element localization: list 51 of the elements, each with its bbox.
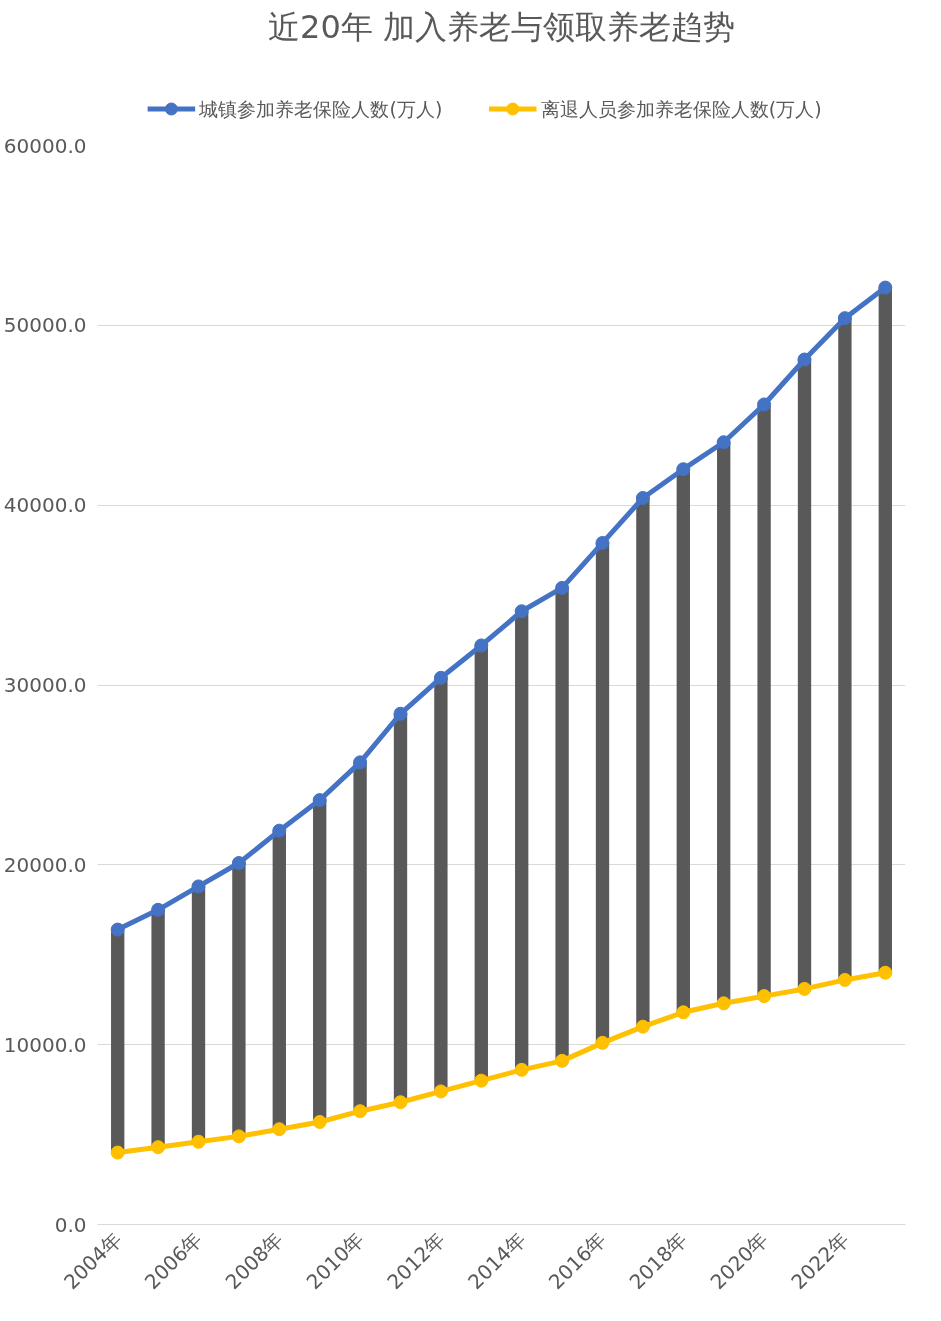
point [272,1122,287,1137]
y-tick-label: 10000.0 [3,1032,87,1057]
point [635,490,650,505]
point [676,462,691,477]
legend-label: 离退人员参加养老保险人数(万人) [540,98,822,120]
point [595,1035,610,1050]
point [635,1019,650,1034]
point [433,670,448,685]
point [312,1115,327,1129]
y-tick-label: 0.0 [54,1212,87,1237]
point [191,1134,206,1149]
point [837,311,852,326]
legend-label: 城镇参加养老保险人数(万人) [198,98,443,120]
point [312,793,327,808]
point [797,352,812,367]
bar [838,318,852,980]
point [231,1129,246,1144]
point [474,638,489,653]
point [837,972,852,987]
point [716,996,731,1011]
point [393,706,408,721]
point [110,1145,125,1160]
point [757,397,772,412]
point [474,1073,489,1088]
point [393,1095,408,1110]
point [797,981,812,996]
point [110,922,125,937]
y-tick-label: 60000.0 [3,133,87,158]
point [151,1140,166,1155]
point [272,823,287,838]
point [514,1062,529,1077]
y-tick-label: 20000.0 [3,852,87,877]
chart-title: 近20年 加入养老与领取养老趋势 [268,7,735,46]
y-tick-label: 40000.0 [3,493,87,518]
point [353,1104,368,1119]
point [555,1053,570,1068]
point [353,755,368,770]
point [231,856,246,871]
point [514,604,529,619]
point [716,435,731,450]
point [757,989,772,1004]
y-tick-label: 30000.0 [3,673,87,697]
point [555,580,570,595]
point [595,535,610,550]
point [878,280,893,295]
point [676,1005,691,1020]
y-tick-label: 50000.0 [3,313,87,338]
point [191,879,206,894]
point [878,965,893,980]
point [151,902,166,917]
point [433,1084,448,1099]
